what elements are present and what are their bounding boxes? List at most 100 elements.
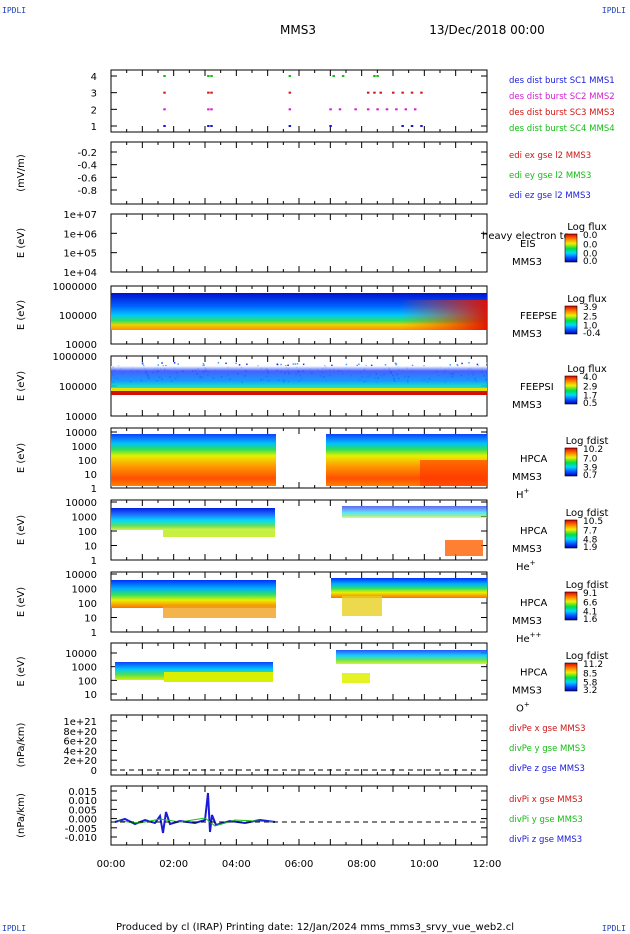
ytick-label-divpe: 4e+20 [63,746,97,757]
y-axis-label-edi: (mV/m) [16,154,27,192]
burst-marker [163,91,166,94]
spacecraft-label-feepse: MMS3 [512,329,542,340]
y-axis-label-eis: E (eV) [16,228,27,258]
colorbar-tick-hpca_o: 11.2 [583,660,603,670]
ytick-label-hpca_h: 1000 [72,442,97,453]
y-axis-label-feepse: E (eV) [16,300,27,330]
hpca-he-spectrogram [111,506,487,556]
legend-entry-burst: des dist burst SC4 MMS4 [509,124,615,134]
burst-marker [210,91,213,94]
colorbar-tick-eis: 0.0 [583,231,598,241]
instrument-label-hpca_he: HPCA [520,526,548,537]
burst-marker [420,125,423,127]
feepsi-spectrogram [111,366,487,395]
ytick-label-burst: 4 [91,72,97,83]
burst-marker [420,91,423,94]
feepsi-speckle [202,363,205,365]
legend-entry-edi: edi ez gse l2 MMS3 [509,191,591,201]
instrument-label-hpca_hepp: HPCA [520,598,548,609]
colorbar-hpca_h [564,447,578,477]
instrument-label-feepse: FEEPSE [520,311,557,322]
spacecraft-label-hpca_hepp: MMS3 [512,616,542,627]
xtick-label: 10:00 [410,859,439,870]
feepsi-speckle [235,362,237,365]
ytick-label-feepse: 100000 [59,311,97,322]
burst-marker [329,108,332,111]
ytick-label-burst: 2 [91,105,97,116]
burst-marker [207,125,210,127]
legend-entry-divpi: divPi y gse MMS3 [509,815,583,825]
xtick-label: 04:00 [222,859,251,870]
feepsi-speckle [276,363,279,366]
burst-marker [395,108,398,111]
colorbar-title-hpca_he: Log fdist [566,508,609,519]
y-axis-label-hpca_he: E (eV) [16,515,27,545]
ytick-label-hpca_hepp: 100 [78,599,97,610]
feepsi-speckle [411,364,414,367]
corner-label-bottom-right: IPDLI [601,924,626,933]
legend-entry-divpe: divPe x gse MMS3 [509,724,586,734]
burst-marker [366,108,370,111]
colorbar-hpca_hepp [564,591,578,621]
feepsi-speckle [345,363,348,366]
colorbar-tick-feepse: 3.9 [583,303,598,313]
feepsi-speckle [384,364,387,366]
ytick-label-hpca_hepp: 10000 [65,570,97,581]
feepsi-speckle [225,362,227,365]
xtick-label: 00:00 [97,859,126,870]
colorbar-feepsi [564,375,578,405]
xtick-label: 08:00 [347,859,376,870]
ytick-label-burst: 1 [91,122,97,133]
ytick-label-hpca_hepp: 1 [91,628,97,639]
colorbar-tick-feepsi: 0.5 [583,399,597,409]
hpca-h-spectrogram [111,434,487,486]
burst-marker [163,75,166,77]
ytick-label-divpe: 6e+20 [63,737,97,748]
feepse-spectrogram [111,293,487,330]
xtick-label: 02:00 [159,859,188,870]
ytick-label-hpca_he: 1 [91,556,97,567]
colorbar-tick-feepsi: 4.0 [583,373,598,383]
burst-marker [401,125,404,127]
burst-marker [385,108,389,111]
ytick-label-hpca_hepp: 10 [84,614,97,625]
feepsi-speckle [456,363,459,366]
legend-entry-burst: des dist burst SC3 MMS3 [509,108,615,118]
spacecraft-label-hpca_o: MMS3 [512,686,542,697]
feepsi-speckle [157,364,159,366]
burst-marker [288,91,292,94]
feepsi-speckle [238,364,241,366]
burst-marker [404,108,408,111]
colorbar-hpca_o [564,662,578,692]
colorbar-tick-eis: 0.0 [583,240,598,250]
burst-marker [341,75,345,77]
ytick-label-hpca_h: 10000 [65,428,97,439]
colorbar-tick-hpca_o: 3.2 [583,686,597,696]
colorbar-tick-eis: 0.0 [583,257,598,267]
feepsi-speckle [356,364,358,367]
colorbar-tick-hpca_h: 0.7 [583,471,597,481]
colorbar-tick-hpca_he: 7.7 [583,526,597,536]
ytick-label-hpca_h: 1 [91,484,97,495]
ytick-label-feepsi: 1000000 [52,352,97,363]
burst-marker [332,75,335,77]
feepsi-speckle [280,363,282,366]
feepsi-speckle [161,362,163,364]
burst-marker [288,125,292,127]
burst-marker [366,91,370,94]
ytick-label-divpi: -0.005 [65,824,97,835]
burst-marker [329,125,332,127]
colorbar-title-hpca_hepp: Log fdist [566,580,609,591]
burst-marker [163,108,166,111]
corner-label-top-right: IPDLI [601,6,626,15]
legend-entry-edi: edi ey gse l2 MMS3 [509,171,591,181]
burst-marker [379,91,382,94]
colorbar-tick-hpca_o: 8.5 [583,669,597,679]
feepsi-speckle [395,363,397,366]
ytick-label-edi: -0.4 [77,161,97,172]
species-label-hpca_he: He+ [516,559,536,573]
burst-marker [207,108,210,111]
colorbar-feepse [564,305,578,335]
colorbar-tick-feepse: -0.4 [583,329,601,339]
